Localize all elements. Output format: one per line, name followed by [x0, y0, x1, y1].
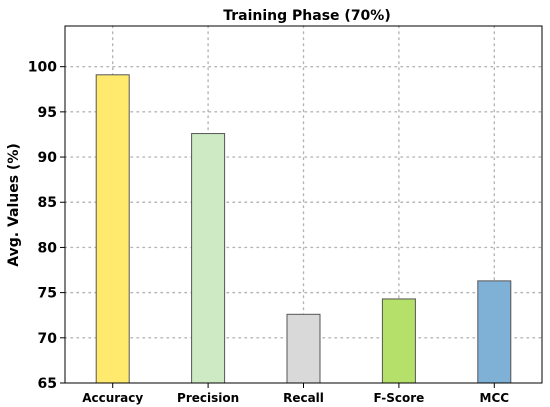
bar-recall	[286, 313, 321, 384]
y-tick-label: 85	[38, 195, 57, 211]
bar-accuracy	[95, 74, 130, 384]
x-tick-label: Precision	[177, 391, 239, 405]
y-tick-label: 65	[38, 376, 57, 392]
x-tick-label: MCC	[480, 391, 510, 405]
grid-lines	[64, 25, 543, 384]
x-tick-label: Accuracy	[82, 391, 143, 405]
bar-mcc	[477, 280, 512, 384]
y-tick-label: 95	[38, 105, 57, 121]
chart-title: Training Phase (70%)	[223, 8, 390, 24]
bar-precision	[191, 133, 226, 384]
y-axis-label: Avg. Values (%)	[6, 143, 22, 266]
plot-frame	[64, 25, 543, 384]
bars	[95, 74, 512, 384]
y-tick-label: 75	[38, 286, 57, 302]
bar-f-score	[381, 298, 416, 384]
axis-ticks: 65 70 75 80 85 90 95 100 Accuracy Precision Recall…	[28, 60, 510, 405]
y-tick-label: 70	[38, 331, 58, 347]
x-tick-label: Recall	[283, 391, 324, 405]
y-tick-label: 80	[38, 240, 58, 256]
y-tick-label: 100	[28, 60, 57, 76]
x-tick-label: F-Score	[373, 391, 424, 405]
y-tick-label: 90	[38, 150, 58, 166]
